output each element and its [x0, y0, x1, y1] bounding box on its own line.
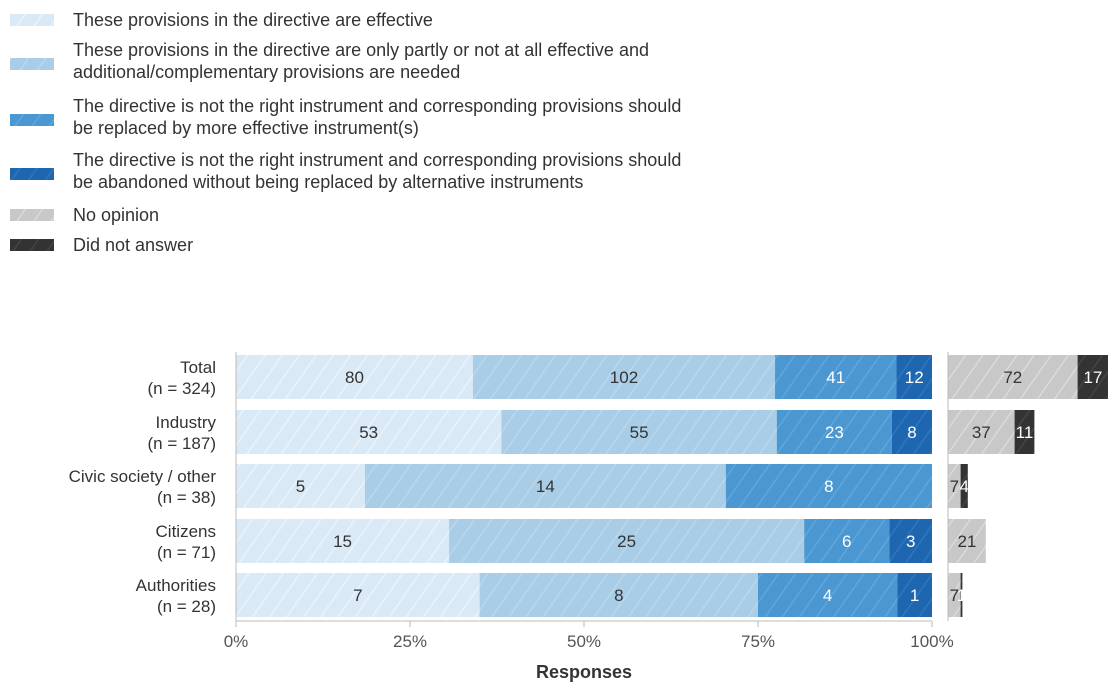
data-label: 72: [1003, 368, 1022, 387]
legend-swatch: [10, 14, 54, 26]
x-tick-label: 0%: [224, 632, 249, 651]
bar-row-authorities: Authorities (n = 28)7 8 4 1 71: [136, 573, 966, 617]
legend: These provisions in the directive are ef…: [10, 10, 681, 255]
data-label: 7: [950, 477, 959, 496]
data-label: 37: [972, 423, 991, 442]
legend-item-did-not-answer: Did not answer: [10, 235, 193, 255]
bar-row-citizens: Citizens (n = 71) 15 25 6 3 21: [156, 519, 986, 563]
legend-item-these-provisions-in-the-directive-are-on: These provisions in the directive are on…: [10, 40, 649, 82]
bar-segment-the-directive-is-not-the-right-instrumen: [775, 355, 897, 399]
bar-segment-these-provisions-in-the-directive-are-ef: [236, 410, 502, 454]
data-label: 12: [905, 368, 924, 387]
bar-segment-these-provisions-in-the-directive-are-ef: [236, 355, 473, 399]
bar-segment-did-not-answer: [960, 464, 968, 508]
bar-row-total: Total (n = 324) 80 102 41 12 72 17: [147, 355, 1108, 399]
bar-segment-no-opinion: [948, 355, 1078, 399]
bar-segment-the-directive-is-not-the-right-instrumen: [891, 410, 932, 454]
data-label: 4: [823, 586, 832, 605]
data-label: 55: [630, 423, 649, 442]
bar-segment-no-opinion: [948, 573, 961, 617]
data-label: 8: [614, 586, 623, 605]
bar-segment-the-directive-is-not-the-right-instrumen: [889, 519, 932, 563]
data-label: 80: [345, 368, 364, 387]
x-tick-label: 100%: [910, 632, 953, 651]
x-tick-label: 50%: [567, 632, 601, 651]
data-label: 17: [1083, 368, 1102, 387]
data-label: 1: [957, 586, 966, 605]
data-label: 15: [333, 532, 352, 551]
legend-label: No opinion: [73, 205, 159, 225]
bar-segment-the-directive-is-not-the-right-instrumen: [897, 573, 932, 617]
bar-segment-the-directive-is-not-the-right-instrumen: [804, 519, 890, 563]
data-label: 5: [296, 477, 305, 496]
data-label: 53: [359, 423, 378, 442]
legend-swatch: [10, 209, 54, 221]
bar-segment-these-provisions-in-the-directive-are-ef: [236, 519, 450, 563]
bar-segment-no-opinion: [948, 410, 1015, 454]
data-label: 7: [950, 586, 959, 605]
bar-segment-did-not-answer: [1014, 410, 1035, 454]
category-label: Citizens (n = 71): [156, 522, 216, 562]
bar-segment-the-directive-is-not-the-right-instrumen: [896, 355, 932, 399]
bar-segment-these-provisions-in-the-directive-are-ef: [236, 573, 480, 617]
data-label: 8: [824, 477, 833, 496]
category-label: Industry (n = 187): [147, 413, 216, 453]
data-label: 7: [353, 586, 362, 605]
bar-segment-no-opinion: [948, 519, 986, 563]
legend-item-the-directive-is-not-the-right-instrumen: The directive is not the right instrumen…: [10, 150, 681, 192]
x-axis: 0% 25% 50% 75% 100% Responses: [224, 352, 954, 682]
bar-row-civic-society-other: Civic society / other (n = 38) 5 14 8 7 4: [69, 464, 969, 508]
data-label: 23: [825, 423, 844, 442]
legend-item-these-provisions-in-the-directive-are-ef: These provisions in the directive are ef…: [10, 10, 433, 30]
category-label: Civic society / other (n = 38): [69, 467, 217, 507]
legend-label: These provisions in the directive are ef…: [73, 10, 433, 30]
legend-swatch: [10, 168, 54, 180]
legend-label: These provisions in the directive are on…: [73, 40, 649, 82]
legend-label: The directive is not the right instrumen…: [73, 150, 681, 192]
category-label: Total (n = 324): [147, 358, 216, 398]
data-label: 14: [536, 477, 555, 496]
data-label: 6: [842, 532, 851, 551]
bar-row-industry: Industry (n = 187) 53 55 23 8 37 11: [147, 410, 1035, 454]
x-tick-label: 25%: [393, 632, 427, 651]
bar-segment-did-not-answer: [960, 573, 963, 617]
data-label: 8: [907, 423, 916, 442]
bar-segment-the-directive-is-not-the-right-instrumen: [758, 573, 898, 617]
legend-swatch: [10, 114, 54, 126]
legend-item-no-opinion: No opinion: [10, 205, 159, 225]
bar-segment-no-opinion: [948, 464, 961, 508]
x-axis-title: Responses: [536, 662, 632, 682]
data-label: 41: [826, 368, 845, 387]
bar-segment-the-directive-is-not-the-right-instrumen: [776, 410, 892, 454]
data-label: 4: [959, 477, 968, 496]
data-label: 11: [1016, 423, 1034, 442]
data-label: 1: [910, 586, 919, 605]
x-tick-label: 75%: [741, 632, 775, 651]
legend-label: The directive is not the right instrumen…: [73, 96, 681, 138]
bar-segment-did-not-answer: [1077, 355, 1108, 399]
bar-segment-the-directive-is-not-the-right-instrumen: [725, 464, 932, 508]
category-label: Authorities (n = 28): [136, 576, 216, 616]
bar-segment-these-provisions-in-the-directive-are-on: [472, 355, 776, 399]
legend-label: Did not answer: [73, 235, 193, 255]
bar-segment-these-provisions-in-the-directive-are-on: [501, 410, 777, 454]
data-label: 102: [610, 368, 638, 387]
data-label: 25: [617, 532, 636, 551]
data-label: 21: [957, 532, 976, 551]
legend-item-the-directive-is-not-the-right-instrumen: The directive is not the right instrumen…: [10, 96, 681, 138]
legend-swatch: [10, 58, 54, 70]
data-label: 3: [906, 532, 915, 551]
legend-swatch: [10, 239, 54, 251]
bar-segment-these-provisions-in-the-directive-are-on: [449, 519, 805, 563]
bar-segment-these-provisions-in-the-directive-are-on: [479, 573, 758, 617]
bar-segment-these-provisions-in-the-directive-are-on: [364, 464, 726, 508]
bar-segment-these-provisions-in-the-directive-are-ef: [236, 464, 365, 508]
